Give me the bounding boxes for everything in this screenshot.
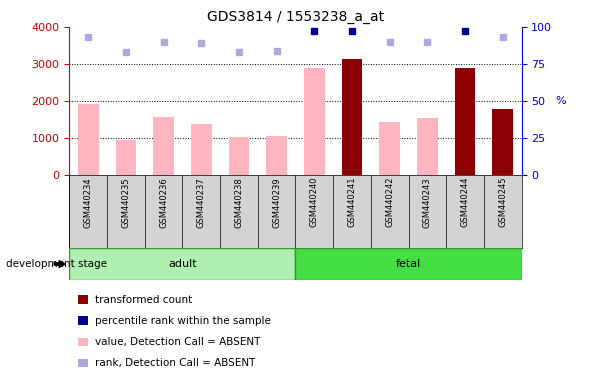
Bar (455, 68, 475, 175)
Text: GSM440243: GSM440243 (423, 177, 432, 228)
Text: adult: adult (168, 259, 197, 269)
Bar (267, 136, 287, 175)
Bar (69, 248, 295, 280)
Bar (229, 137, 249, 175)
Bar (342, 59, 362, 175)
Text: development stage: development stage (6, 259, 107, 269)
Text: GSM440235: GSM440235 (121, 177, 130, 228)
Bar (493, 109, 513, 175)
Text: GSM440244: GSM440244 (461, 177, 470, 227)
Text: GSM440239: GSM440239 (272, 177, 281, 228)
Text: GSM440237: GSM440237 (197, 177, 206, 228)
Bar (304, 68, 324, 175)
Text: percentile rank within the sample: percentile rank within the sample (95, 316, 271, 326)
Text: transformed count: transformed count (95, 295, 192, 305)
Text: GSM440245: GSM440245 (498, 177, 507, 227)
Bar (78, 104, 98, 175)
Bar (295, 248, 522, 280)
Text: GSM440242: GSM440242 (385, 177, 394, 227)
Text: GSM440240: GSM440240 (310, 177, 319, 227)
Y-axis label: %: % (555, 96, 566, 106)
Text: rank, Detection Call = ABSENT: rank, Detection Call = ABSENT (95, 358, 256, 368)
Text: GSM440238: GSM440238 (235, 177, 244, 228)
Title: GDS3814 / 1553238_a_at: GDS3814 / 1553238_a_at (207, 10, 384, 25)
Bar (417, 118, 438, 175)
Bar (153, 117, 174, 175)
Text: GSM440236: GSM440236 (159, 177, 168, 228)
Text: GSM440234: GSM440234 (84, 177, 93, 228)
Text: value, Detection Call = ABSENT: value, Detection Call = ABSENT (95, 337, 260, 347)
Bar (116, 140, 136, 175)
Text: GSM440241: GSM440241 (347, 177, 356, 227)
Text: fetal: fetal (396, 259, 421, 269)
Bar (191, 124, 212, 175)
Bar (379, 122, 400, 175)
